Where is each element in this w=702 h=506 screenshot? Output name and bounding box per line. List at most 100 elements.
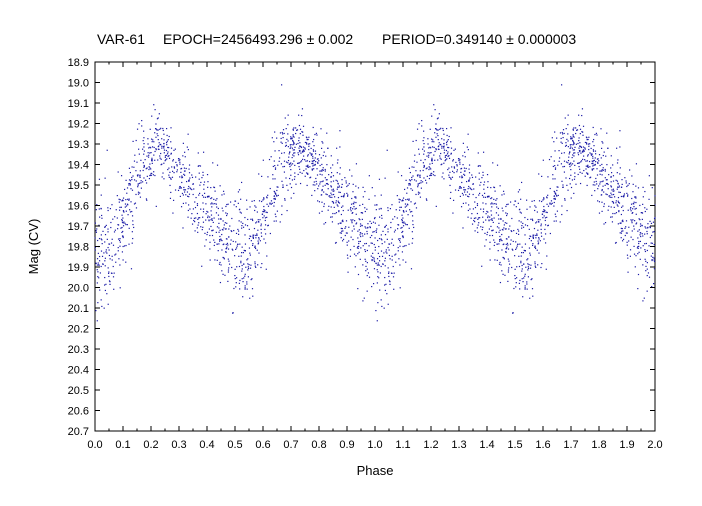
data-point [367, 223, 369, 225]
data-point [190, 217, 192, 219]
data-point [292, 139, 294, 142]
data-point [639, 204, 641, 207]
data-point [463, 173, 465, 175]
data-point [129, 209, 131, 211]
data-point [369, 220, 371, 222]
data-point [225, 243, 227, 246]
data-point [150, 138, 153, 140]
data-point [130, 201, 132, 203]
data-point [433, 141, 435, 143]
data-point [587, 173, 589, 175]
data-point [523, 249, 525, 252]
data-point [178, 187, 181, 189]
data-point [439, 144, 441, 146]
data-point [252, 237, 254, 240]
data-point [346, 192, 348, 194]
data-point [207, 216, 209, 219]
data-point [385, 283, 387, 285]
data-point [554, 178, 556, 180]
data-point [601, 174, 603, 176]
data-point [451, 176, 454, 178]
data-point [587, 138, 589, 141]
data-point [334, 196, 336, 198]
data-point [529, 206, 531, 208]
data-point [354, 266, 356, 268]
data-point [530, 264, 532, 266]
data-point [297, 173, 299, 176]
data-point [226, 246, 228, 248]
data-point [533, 200, 535, 202]
data-point [350, 203, 353, 205]
data-point [267, 194, 269, 196]
data-point [263, 211, 265, 213]
data-point [612, 190, 614, 192]
data-point [283, 160, 286, 162]
data-point [511, 230, 513, 233]
data-point [314, 184, 316, 186]
data-point [382, 263, 384, 265]
data-point [587, 166, 589, 168]
data-point [565, 177, 567, 179]
data-point [163, 143, 165, 145]
data-point [228, 236, 230, 238]
data-point [407, 198, 409, 200]
data-point [173, 172, 175, 174]
data-point [595, 180, 597, 183]
data-point [145, 182, 148, 184]
data-point [325, 179, 327, 181]
data-point [478, 178, 480, 180]
data-point [358, 242, 360, 245]
data-point [193, 188, 195, 190]
data-point [535, 266, 537, 268]
data-point [215, 212, 218, 214]
data-point [166, 140, 168, 142]
data-point [110, 242, 113, 244]
data-point [537, 229, 539, 231]
data-point [493, 186, 495, 188]
data-point [574, 172, 576, 174]
data-point [610, 192, 612, 194]
data-point [384, 257, 386, 259]
data-point [244, 285, 246, 287]
data-point [306, 137, 308, 139]
data-point [193, 219, 195, 222]
data-point [339, 191, 341, 194]
data-point [366, 274, 368, 277]
data-point [337, 182, 339, 184]
data-point [610, 167, 612, 169]
data-point [578, 147, 580, 149]
data-point [566, 138, 568, 140]
data-point [637, 247, 639, 249]
data-point [556, 210, 559, 212]
data-point [191, 174, 193, 176]
data-point [282, 184, 284, 186]
data-point [435, 128, 437, 130]
data-point [402, 222, 404, 224]
data-point [206, 233, 208, 236]
data-point [173, 149, 175, 151]
data-point [558, 160, 560, 162]
data-point [561, 142, 563, 144]
data-point [464, 174, 466, 176]
data-point [642, 245, 644, 247]
data-point [333, 190, 335, 192]
data-point [166, 158, 168, 160]
data-point [323, 205, 325, 208]
data-point [178, 159, 180, 162]
data-point [453, 166, 455, 168]
data-point [619, 146, 621, 148]
data-point [508, 236, 510, 238]
data-point [537, 242, 540, 244]
data-point [119, 264, 121, 266]
data-point [183, 173, 185, 175]
data-point [321, 170, 323, 172]
data-point [131, 215, 134, 217]
data-point [262, 199, 264, 201]
data-point [241, 227, 243, 229]
data-point [195, 176, 197, 178]
data-point [521, 225, 523, 227]
data-point [529, 254, 532, 256]
data-point [632, 219, 634, 221]
data-point [369, 226, 371, 228]
data-point [287, 162, 289, 164]
